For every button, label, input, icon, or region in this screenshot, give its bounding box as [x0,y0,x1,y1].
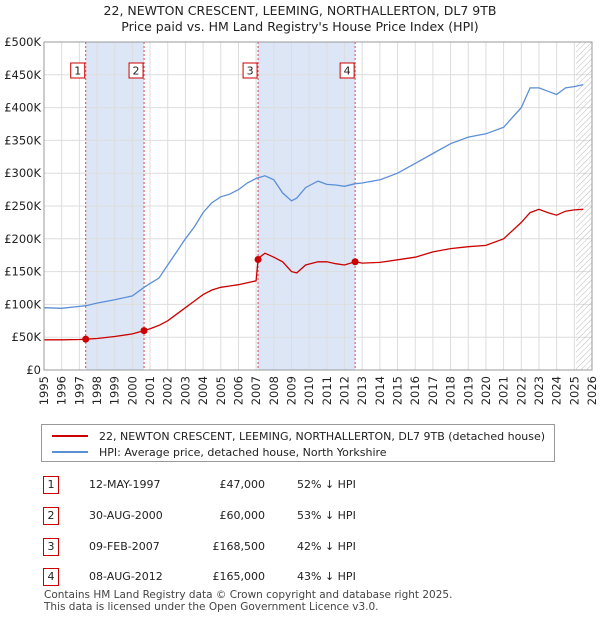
sale-date: 12-MAY-1997 [89,478,161,491]
x-tick-label: 2007 [249,376,263,405]
x-tick-label: 2000 [125,376,139,405]
sales-row: 4 08-AUG-2012 £165,000 43% ↓ HPI [43,568,563,586]
sale-point [82,335,90,343]
sale-price: £165,000 [212,570,266,583]
chart-title-line2: Price paid vs. HM Land Registry's House … [121,19,479,34]
x-tick-label: 2014 [373,376,387,405]
sale-hpi-diff: 53% ↓ HPI [297,509,356,522]
chart-legend: 22, NEWTON CRESCENT, LEEMING, NORTHALLER… [41,424,555,462]
sale-price: £60,000 [219,509,266,522]
sale-marker-box [70,62,86,79]
sale-marker-box [128,62,144,79]
legend-label-hpi: HPI: Average price, detached house, Nort… [99,445,387,459]
sale-hpi-diff: 52% ↓ HPI [297,478,356,491]
sales-row: 1 12-MAY-1997 £47,000 52% ↓ HPI [43,476,563,494]
x-tick-label: 2016 [408,376,422,405]
sale-number-badge: 3 [43,538,59,556]
x-tick-label: 1996 [55,376,69,405]
x-tick-label: 2001 [143,376,157,405]
x-tick-label: 2010 [302,376,316,405]
y-tick-label: £500K [4,35,41,49]
x-tick-label: 2004 [196,376,210,405]
x-tick-label: 2013 [355,376,369,405]
footer-licence: This data is licensed under the Open Gov… [44,601,379,613]
y-tick-label: £100K [4,297,41,311]
y-tick-label: £350K [4,133,41,147]
sales-row: 3 09-FEB-2007 £168,500 42% ↓ HPI [43,538,563,556]
sale-hpi-diff: 43% ↓ HPI [297,570,356,583]
price-chart: 1 2 3 4 £0 £50K £100K £150K £200K £250K £300K £350K… [4,35,599,405]
x-tick-label: 2022 [514,376,528,405]
sale-marker-label: 1 [74,65,81,78]
sale-point [351,258,359,266]
x-tick-label: 2006 [231,376,245,405]
sale-number-badge: 4 [43,568,59,586]
sale-point [254,255,262,263]
sale-date: 08-AUG-2012 [89,570,163,583]
x-tick-label: 2018 [444,376,458,405]
sale-marker-box [242,62,258,79]
chart-title-line1: 22, NEWTON CRESCENT, LEEMING, NORTHALLER… [103,3,497,18]
sale-number-badge: 1 [43,476,59,494]
y-tick-label: £300K [4,166,41,180]
y-tick-label: £150K [4,265,41,279]
y-tick-label: £250K [4,199,41,213]
x-tick-label: 2012 [338,376,352,405]
x-tick-label: 2020 [479,376,493,405]
footer-copyright: Contains HM Land Registry data © Crown c… [44,589,453,601]
sale-hpi-diff: 42% ↓ HPI [297,540,356,553]
y-tick-label: £0 [26,363,41,377]
legend-swatch-property [52,435,88,437]
x-tick-label: 1998 [90,376,104,405]
x-tick-label: 1995 [37,376,51,405]
sale-price: £168,500 [212,540,266,553]
sale-price: £47,000 [219,478,266,491]
legend-item-property: 22, NEWTON CRESCENT, LEEMING, NORTHALLER… [52,428,545,444]
x-tick-label: 2017 [426,376,440,405]
plot-border [43,41,593,371]
x-tick-label: 1997 [72,376,86,405]
sale-marker-label: 2 [133,65,140,78]
sale-marker-box [339,62,355,79]
sale-marker-label: 3 [247,65,254,78]
sale-marker-label: 4 [344,65,351,78]
forecast-region [576,42,592,370]
x-tick-label: 2005 [214,376,228,405]
sale-point [140,327,148,335]
y-tick-label: £450K [4,68,41,82]
x-tick-label: 1999 [108,376,122,405]
x-tick-label: 2003 [178,376,192,405]
hpi-line [43,83,584,309]
legend-label-property: 22, NEWTON CRESCENT, LEEMING, NORTHALLER… [99,429,546,443]
x-tick-label: 2024 [550,376,564,405]
x-tick-label: 2025 [567,376,581,405]
sale-date: 30-AUG-2000 [89,509,163,522]
x-tick-label: 2009 [284,376,298,405]
y-tick-label: £200K [4,232,41,246]
x-tick-label: 2015 [391,376,405,405]
sale-date: 09-FEB-2007 [89,540,160,553]
y-tick-label: £400K [4,101,41,115]
x-tick-label: 2019 [461,376,475,405]
property-price-line [44,208,584,341]
x-tick-label: 2026 [585,376,599,405]
legend-swatch-hpi [52,451,88,453]
x-tick-label: 2021 [497,376,511,405]
x-tick-label: 2011 [320,376,334,405]
x-tick-label: 2008 [267,376,281,405]
legend-item-hpi: HPI: Average price, detached house, Nort… [52,444,387,460]
x-tick-label: 2023 [532,376,546,405]
sale-number-badge: 2 [43,507,59,525]
x-tick-label: 2002 [161,376,175,405]
sales-row: 2 30-AUG-2000 £60,000 53% ↓ HPI [43,507,563,525]
y-tick-label: £50K [12,330,42,344]
